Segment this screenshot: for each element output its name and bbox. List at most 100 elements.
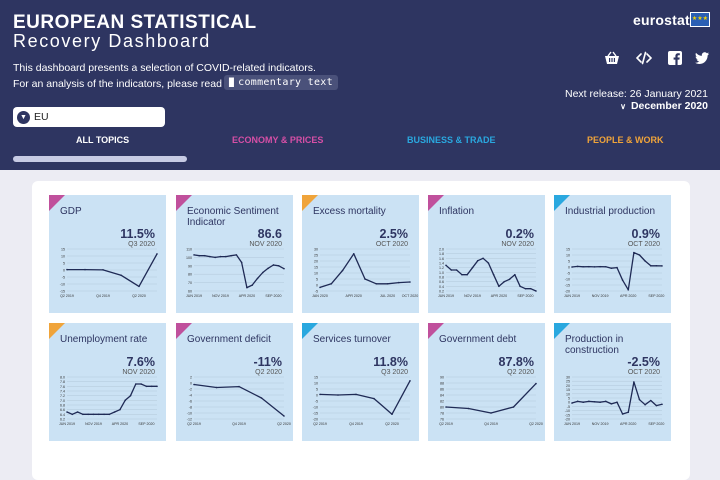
y-tick-label: -8 — [189, 406, 192, 410]
data-point — [224, 255, 227, 258]
topic-corner-marker — [49, 323, 65, 339]
x-tick-label: OCT 2020 — [402, 294, 419, 298]
twitter-icon[interactable] — [694, 50, 710, 66]
y-tick-label: 7.2 — [60, 394, 65, 398]
card-date: NOV 2020 — [249, 241, 282, 248]
header: EUROPEAN STATISTICAL Recovery Dashboard … — [0, 0, 720, 170]
country-select[interactable]: ▼ EU — [13, 107, 165, 127]
y-tick-label: 1.2 — [439, 266, 444, 270]
y-tick-label: 1.0 — [439, 271, 444, 275]
x-tick-label: Q2 2019 — [439, 422, 453, 426]
x-tick-label: Q4 2019 — [484, 422, 498, 426]
x-tick-label: SEP 2020 — [517, 294, 533, 298]
data-point — [355, 393, 357, 396]
y-tick-label: -10 — [187, 412, 192, 416]
data-point — [582, 401, 585, 403]
indicator-card[interactable]: GDP 11.5% Q3 2020 15 10 5 0 -5 -10 -15 Q2 2019 Q4 2… — [49, 195, 166, 313]
release-month-dropdown[interactable]: ∨ December 2020 — [620, 100, 708, 112]
topic-corner-marker — [49, 195, 65, 211]
series-line — [319, 253, 411, 289]
embed-code-icon[interactable] — [636, 50, 652, 66]
card-date: Q3 2020 — [128, 241, 155, 248]
indicator-card[interactable]: Industrial production 0.9% OCT 2020 15 10 5 0 -… — [554, 195, 671, 313]
tab-people-work[interactable]: PEOPLE & WORK — [587, 135, 664, 145]
chevron-down-icon: ▼ — [17, 111, 30, 124]
card-date: NOV 2020 — [501, 241, 534, 248]
data-point — [102, 269, 104, 271]
x-tick-label: SEP 2020 — [648, 294, 664, 298]
y-tick-label: 20 — [314, 260, 318, 264]
data-point — [219, 255, 222, 258]
data-point — [193, 254, 195, 256]
y-tick-label: -15 — [60, 290, 65, 294]
indicator-card[interactable]: Excess mortality 2.5% OCT 2020 30 25 20 15 10 5 0… — [302, 195, 419, 313]
tab-label: ECONOMY & PRICES — [232, 135, 324, 145]
indicator-card[interactable]: Services turnover 11.8% Q3 2020 15 10 5 0 -5 -10… — [302, 323, 419, 441]
tab-business-trade[interactable]: BUSINESS & TRADE — [407, 135, 496, 145]
y-tick-label: 90 — [188, 264, 192, 268]
data-point — [246, 286, 248, 289]
data-point — [66, 268, 68, 271]
y-tick-label: 6.4 — [60, 413, 65, 417]
card-date: OCT 2020 — [627, 241, 660, 248]
card-value: 87.8% — [498, 355, 534, 369]
topic-corner-marker — [428, 323, 444, 339]
indicator-card[interactable]: Government deficit -11% Q2 2020 2 0 -2 -4 -6 -8-… — [176, 323, 293, 441]
x-tick-label: NOV 2019 — [464, 294, 481, 298]
indicator-card[interactable]: Government debt 87.8% Q2 2020 90 88 86 84 82 80 7… — [428, 323, 545, 441]
topic-corner-marker — [176, 195, 192, 211]
basket-icon[interactable] — [604, 50, 620, 66]
y-tick-label: 0 — [568, 401, 570, 405]
y-tick-label: -15 — [565, 284, 570, 288]
x-tick-label: APR 2020 — [239, 294, 255, 298]
x-tick-label: APR 2020 — [620, 422, 636, 426]
data-point — [467, 407, 470, 410]
topic-corner-marker — [176, 323, 192, 339]
indicator-card[interactable]: Inflation 0.2% NOV 2020 2.0 1.8 1.6 1.4 1.2 1.0 0… — [428, 195, 545, 313]
x-tick-label: Q4 2019 — [96, 294, 110, 298]
data-point — [397, 281, 400, 284]
data-point — [145, 385, 148, 388]
tab-economy-prices[interactable]: ECONOMY & PRICES — [232, 135, 323, 145]
y-tick-label: 88 — [440, 382, 444, 386]
data-point — [503, 280, 506, 283]
y-tick-label: -2 — [189, 388, 192, 392]
y-tick-label: 0 — [316, 284, 318, 288]
y-tick-label: 0.8 — [439, 276, 444, 280]
card-date: OCT 2020 — [627, 369, 660, 376]
data-point — [214, 256, 216, 259]
data-point — [535, 382, 537, 385]
eurostat-logo[interactable]: eurostat — [633, 12, 690, 28]
indicator-card[interactable]: Economic Sentiment Indicator 86.6 NOV 2020… — [176, 195, 293, 313]
y-tick-label: -10 — [565, 278, 570, 282]
y-tick-label: 15 — [566, 248, 570, 252]
topic-corner-marker — [302, 195, 318, 211]
x-tick-label: JUN 2019 — [564, 422, 580, 426]
y-tick-label: 0.6 — [439, 280, 444, 284]
data-point — [576, 265, 579, 268]
commentary-text-button[interactable]: █ commentary text — [224, 75, 338, 90]
indicator-card[interactable]: Unemployment rate 7.6% NOV 2020 8.0 7.8 7.6 7.… — [49, 323, 166, 441]
y-tick-label: 80 — [188, 273, 192, 277]
data-point — [341, 269, 344, 272]
data-point — [627, 289, 630, 291]
data-point — [120, 274, 122, 276]
data-point — [156, 253, 158, 255]
series-line — [571, 251, 663, 291]
y-tick-label: 15 — [314, 376, 318, 380]
facebook-icon[interactable] — [667, 50, 683, 66]
card-title: Excess mortality — [313, 206, 386, 217]
release-month-label: December 2020 — [630, 100, 708, 112]
y-tick-label: 0.4 — [439, 285, 444, 289]
x-tick-label: NOV 2019 — [592, 422, 609, 426]
indicator-card[interactable]: Production in construction -2.5% OCT 2020 3… — [554, 323, 671, 441]
data-point — [409, 380, 411, 382]
x-tick-label: Q2 2019 — [313, 422, 327, 426]
tab-all-topics[interactable]: ALL TOPICS — [76, 135, 129, 145]
active-tab-indicator — [13, 156, 187, 162]
y-tick-label: 0.2 — [439, 290, 444, 294]
data-point — [260, 397, 263, 399]
